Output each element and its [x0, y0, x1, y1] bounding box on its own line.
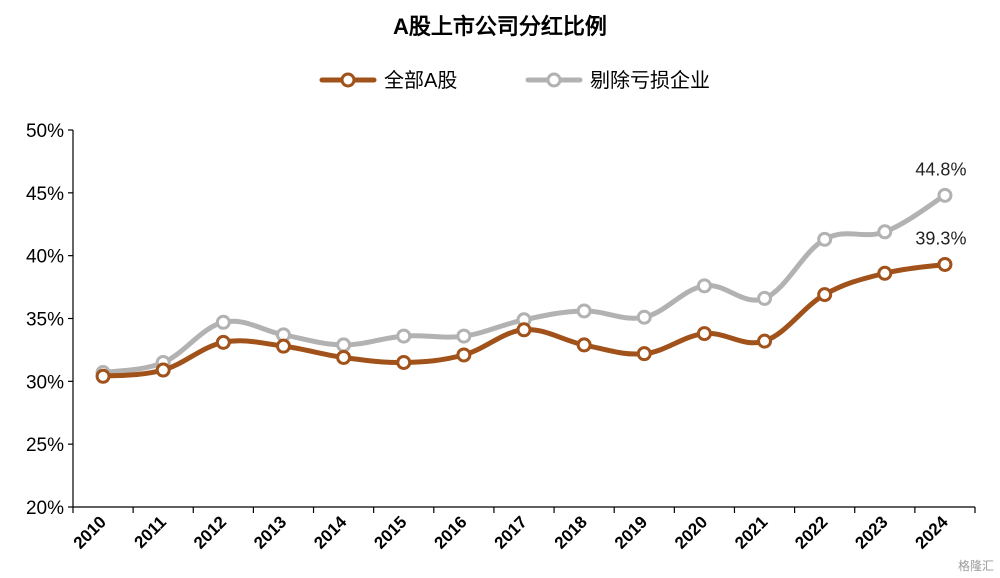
y-tick-label: 40% [26, 247, 64, 268]
y-tick-label: 45% [26, 184, 64, 205]
legend-marker [340, 72, 356, 88]
y-tick-label: 20% [26, 498, 64, 519]
x-tick-label: 2012 [190, 512, 230, 552]
y-tick-label: 30% [26, 372, 64, 393]
data-point [456, 347, 472, 363]
data-point [576, 303, 592, 319]
x-tick-label: 2011 [131, 512, 171, 552]
y-tick-label: 25% [26, 435, 64, 456]
data-point [757, 333, 773, 349]
x-tick-label: 2015 [370, 512, 410, 552]
y-tick-label: 35% [26, 310, 64, 331]
data-point [817, 231, 833, 247]
data-point [155, 362, 171, 378]
data-point [576, 337, 592, 353]
data-point [937, 256, 953, 272]
x-tick-label: 2016 [431, 512, 471, 552]
data-point [937, 187, 953, 203]
series-all-a-shares [95, 256, 953, 384]
legend-marker [546, 72, 562, 88]
series-line [100, 192, 948, 376]
x-tick-label: 2013 [250, 512, 290, 552]
legend-item-all-a-shares: 全部A股 [319, 69, 457, 92]
watermark: 格隆汇 [957, 559, 994, 573]
x-tick-label: 2020 [671, 512, 711, 552]
data-label: 39.3% [915, 228, 966, 248]
series-layer [95, 187, 953, 384]
data-point [877, 265, 893, 281]
data-point [636, 346, 652, 362]
y-tick-label: 50% [26, 121, 64, 142]
data-point [336, 337, 352, 353]
data-labels: 44.8% 39.3% [915, 159, 966, 248]
x-tick-label: 2021 [731, 512, 771, 552]
x-tick-label: 2017 [491, 512, 531, 552]
data-point [696, 326, 712, 342]
legend: 全部A股 剔除亏损企业 [319, 69, 710, 92]
data-point [336, 349, 352, 365]
x-tick-label: 2018 [551, 512, 591, 552]
x-tick-label: 2022 [791, 512, 831, 552]
data-point [817, 287, 833, 303]
data-point [275, 338, 291, 354]
legend-label: 全部A股 [384, 69, 457, 92]
data-point [696, 278, 712, 294]
data-point [636, 309, 652, 325]
data-point [215, 334, 231, 350]
series-excl-loss-making [95, 187, 953, 381]
legend-label: 剔除亏损企业 [590, 69, 710, 92]
legend-item-excl-loss-making: 剔除亏损企业 [525, 69, 710, 92]
data-point [396, 354, 412, 370]
x-tick-label: 2010 [70, 512, 110, 552]
data-point [757, 290, 773, 306]
x-tick-label: 2019 [611, 512, 651, 552]
x-tick-label: 2024 [912, 512, 953, 553]
x-tick-label: 2023 [851, 512, 891, 552]
data-point [95, 368, 111, 384]
x-tick-label: 2014 [310, 512, 351, 553]
chart-title: A股上市公司分红比例 [393, 14, 607, 39]
data-point [396, 328, 412, 344]
data-point [877, 224, 893, 240]
data-point [456, 328, 472, 344]
data-point [516, 322, 532, 338]
data-label: 44.8% [915, 159, 966, 179]
data-point [215, 314, 231, 330]
